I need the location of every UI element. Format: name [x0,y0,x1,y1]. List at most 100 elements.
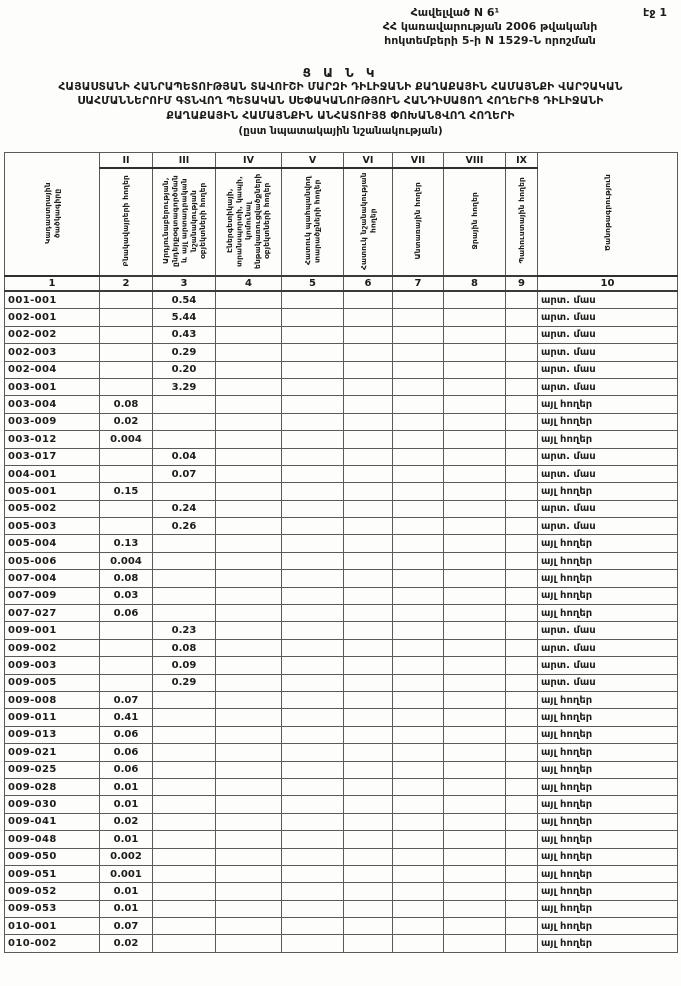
cell-forest [392,690,444,710]
cell-reserve [505,395,538,414]
cell-forest [392,551,444,571]
appendix-block: Հավելված N 6¹ ՀՀ կառավարության 2006 թվակ… [295,6,681,47]
cell-settlement: 0.02 [99,934,153,953]
cell-energy-transport [215,499,282,519]
cell-protected [281,638,344,658]
col-header-water: Ջրային հողեր [443,167,506,277]
cell-protected [281,812,344,832]
cell-reserve [505,638,538,658]
cell-settlement: 0.06 [99,604,153,623]
cell-special [343,725,393,745]
cell-energy-transport [215,847,282,866]
cell-settlement: 0.15 [99,482,153,501]
cell-industrial [152,586,216,606]
cell-note: այլ հողեր [537,882,678,901]
table-row: 002-001 5.44 արտ. մաս [4,308,678,327]
cell-protected [281,708,344,727]
cell-water [443,308,506,327]
table-row: 002-003 0.29 արտ. մաս [4,343,678,362]
cell-settlement: 0.08 [99,395,153,414]
cell-water [443,864,506,884]
cell-settlement [99,447,153,466]
cell-water [443,586,506,606]
cell-protected [281,690,344,710]
cell-reserve [505,290,538,310]
cell-special [343,604,393,623]
cell-energy-transport [215,725,282,745]
cell-energy-transport [215,708,282,727]
cell-protected [281,482,344,501]
cell-note: այլ հողեր [537,795,678,814]
appendix-line-3: հոկտեմբերի 5-ի N 1529-Ն որոշման [384,33,596,47]
cell-settlement: 0.004 [99,551,153,571]
cell-water [443,464,506,484]
cell-water [443,760,506,779]
cell-forest [392,586,444,606]
cell-forest [392,899,444,919]
cell-cadastral-code: 003-017 [4,447,100,466]
cell-industrial [152,830,216,849]
cell-forest [392,743,444,762]
cell-settlement [99,290,153,310]
cell-forest [392,290,444,310]
cell-note: արտ. մաս [537,673,678,692]
table-row: 009-002 0.08 արտ. մաս [4,638,678,658]
cell-forest [392,447,444,466]
cell-note: արտ. մաս [537,377,678,397]
cell-water [443,447,506,466]
cell-note: այլ հողեր [537,812,678,832]
roman-III: III [152,152,216,169]
cell-note: արտ. մաս [537,308,678,327]
cell-settlement: 0.07 [99,917,153,936]
cell-cadastral-code: 005-006 [4,551,100,571]
table-row: 010-002 0.02 այլ հողեր [4,934,678,953]
table-row: 010-001 0.07 այլ հողեր [4,917,678,936]
cell-note: այլ հողեր [537,777,678,797]
table-row: 009-011 0.41 այլ հողեր [4,708,678,727]
cell-industrial [152,551,216,571]
cell-water [443,708,506,727]
cell-industrial: 0.09 [152,656,216,675]
cell-energy-transport [215,830,282,849]
cell-water [443,343,506,362]
land-table: Կադաստրային ծածկագիրը II III IV V VI VII… [4,152,678,953]
cell-settlement: 0.41 [99,708,153,727]
cell-energy-transport [215,360,282,379]
cell-cadastral-code: 004-001 [4,464,100,484]
cell-water [443,777,506,797]
cell-special [343,847,393,866]
cell-water [443,847,506,866]
cell-reserve [505,934,538,953]
cell-forest [392,464,444,484]
col-header-code: Կադաստրային ծածկագիրը [4,152,100,277]
cell-energy-transport [215,777,282,797]
cell-industrial [152,882,216,901]
table-row: 009-041 0.02 այլ հողեր [4,812,678,832]
cell-note: այլ հողեր [537,534,678,553]
cell-special [343,482,393,501]
cell-cadastral-code: 003-012 [4,430,100,449]
cell-industrial: 0.07 [152,464,216,484]
cell-note: այլ հողեր [537,690,678,710]
cell-forest [392,917,444,936]
table-row: 009-028 0.01 այլ հողեր [4,777,678,797]
cell-special [343,412,393,432]
cell-reserve [505,464,538,484]
cell-industrial: 0.26 [152,517,216,536]
cell-cadastral-code: 010-002 [4,934,100,953]
cell-settlement: 0.02 [99,412,153,432]
cell-note: այլ հողեր [537,604,678,623]
cell-water [443,899,506,919]
table-row: 004-001 0.07 արտ. մաս [4,464,678,484]
table-row: 009-021 0.06 այլ հողեր [4,743,678,762]
cell-settlement: 0.01 [99,830,153,849]
roman-IV: IV [215,152,282,169]
cell-cadastral-code: 007-027 [4,604,100,623]
cell-energy-transport [215,343,282,362]
cell-industrial [152,847,216,866]
cell-note: այլ հողեր [537,482,678,501]
cell-forest [392,708,444,727]
cell-water [443,604,506,623]
cell-reserve [505,534,538,553]
cell-special [343,499,393,519]
